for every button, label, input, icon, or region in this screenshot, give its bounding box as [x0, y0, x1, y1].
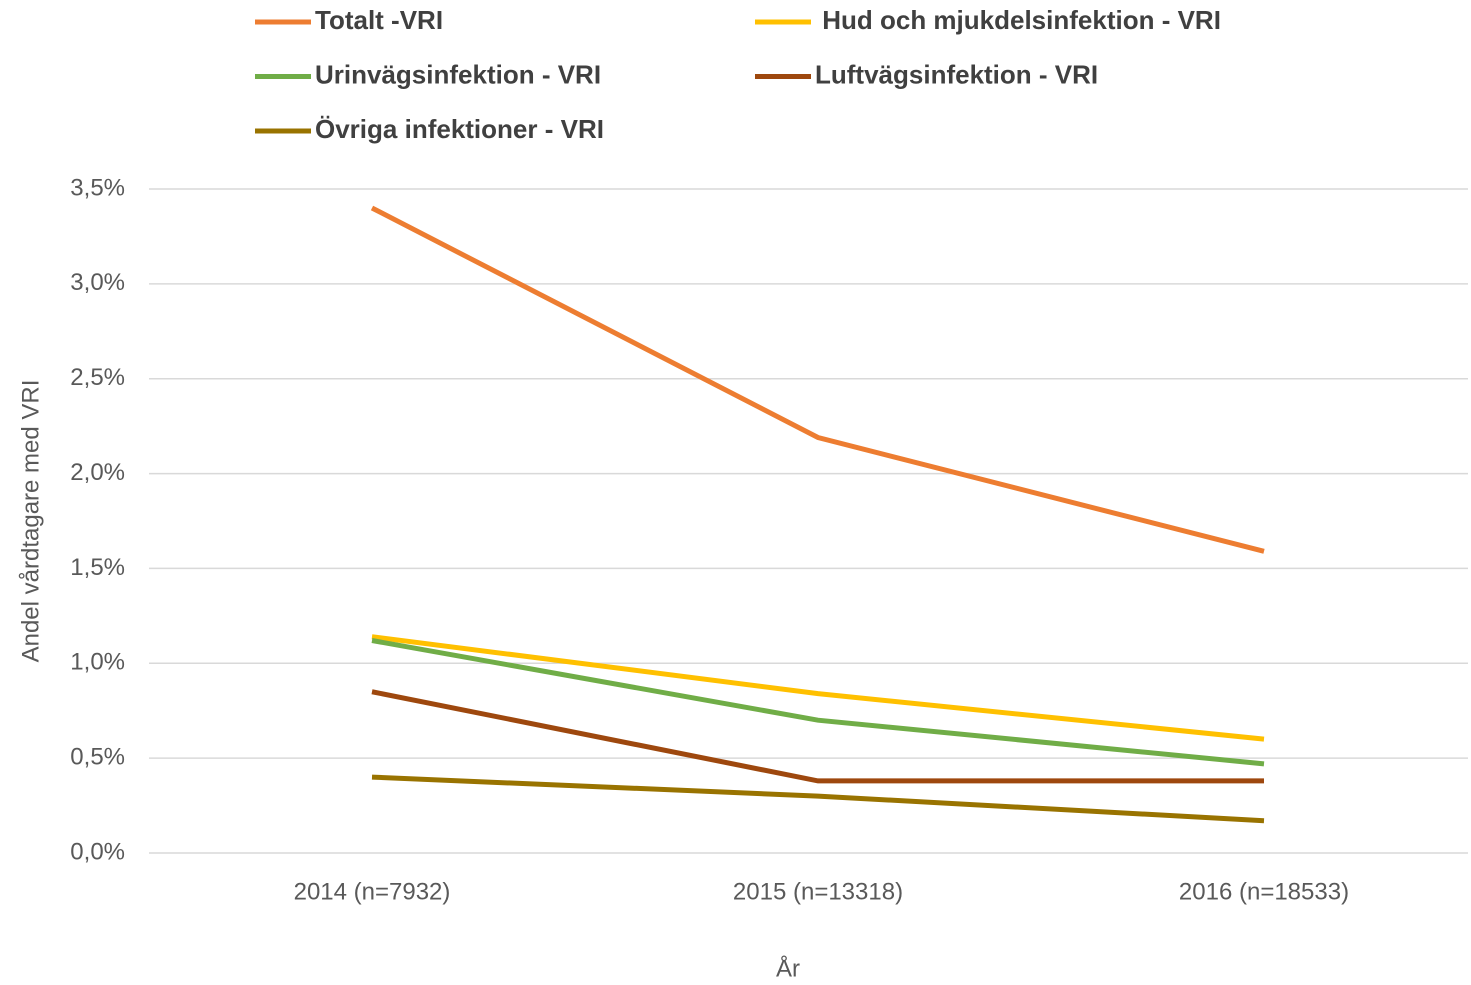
series-line [371, 774, 1265, 824]
x-tick-label: 2014 (n=7932) [294, 878, 451, 905]
legend-label: Luftvägsinfektion - VRI [815, 59, 1098, 89]
y-tick-label: 1,5% [70, 554, 125, 581]
x-tick-label: 2016 (n=18533) [1179, 878, 1349, 905]
legend-label: Totalt -VRI [315, 5, 443, 35]
series-line [370, 205, 1265, 554]
x-axis-label: År [776, 954, 800, 982]
series-line [371, 638, 1265, 767]
y-tick-label: 3,0% [70, 269, 125, 296]
y-tick-label: 2,5% [70, 364, 125, 391]
series-line [371, 689, 1264, 784]
legend-label: Urinvägsinfektion - VRI [315, 59, 601, 89]
legend-label: Hud och mjukdelsinfektion - VRI [815, 5, 1221, 35]
y-tick-label: 2,0% [70, 459, 125, 486]
y-tick-label: 3,5% [70, 174, 125, 201]
series-line [371, 634, 1265, 742]
y-tick-label: 0,5% [70, 743, 125, 770]
y-axis-label: Andel vårdtagare med VRI [17, 380, 44, 663]
legend-label: Övriga infektioner - VRI [315, 114, 604, 144]
x-tick-label: 2015 (n=13318) [733, 878, 903, 905]
y-tick-label: 0,0% [70, 838, 125, 865]
y-tick-label: 1,0% [70, 649, 125, 676]
